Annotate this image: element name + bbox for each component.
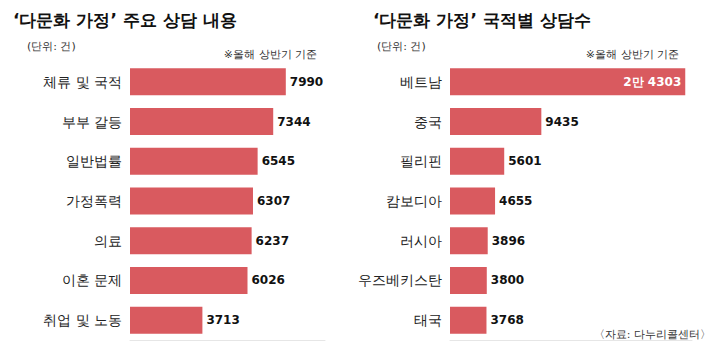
svg-text:태국: 태국 — [414, 312, 442, 328]
svg-text:3896: 3896 — [492, 234, 525, 248]
svg-text:의료: 의료 — [94, 233, 122, 249]
svg-text:2만 4303: 2만 4303 — [623, 75, 681, 89]
svg-text:베트남: 베트남 — [400, 74, 442, 90]
svg-text:우즈베키스탄: 우즈베키스탄 — [358, 272, 442, 288]
svg-text:이혼 문제: 이혼 문제 — [62, 272, 122, 288]
svg-text:6026: 6026 — [252, 273, 285, 287]
svg-text:6237: 6237 — [256, 234, 289, 248]
svg-text:3713: 3713 — [206, 313, 239, 327]
svg-text:일반법률: 일반법률 — [66, 153, 122, 169]
svg-text:7990: 7990 — [290, 75, 323, 89]
svg-text:부부 갈등: 부부 갈등 — [62, 114, 122, 130]
svg-text:체류 및 국적: 체류 및 국적 — [43, 74, 122, 90]
svg-text:6307: 6307 — [257, 194, 290, 208]
svg-text:가정폭력: 가정폭력 — [66, 193, 122, 209]
svg-text:5601: 5601 — [508, 154, 541, 168]
svg-text:‘다문화 가정’ 주요 상담 내용: ‘다문화 가정’ 주요 상담 내용 — [13, 10, 237, 30]
svg-text:3768: 3768 — [490, 313, 523, 327]
svg-text:러시아: 러시아 — [400, 233, 442, 249]
svg-text:7344: 7344 — [277, 115, 310, 129]
svg-text:‘다문화 가정’ 국적별 상담수: ‘다문화 가정’ 국적별 상담수 — [373, 10, 591, 30]
svg-text:※올해 상반기 기준: ※올해 상반기 기준 — [224, 48, 317, 61]
svg-text:필리핀: 필리핀 — [400, 153, 442, 169]
svg-text:〈자료: 다누리콜센터〉: 〈자료: 다누리콜센터〉 — [594, 328, 711, 341]
svg-text:4655: 4655 — [499, 194, 532, 208]
svg-text:(단위: 건): (단위: 건) — [377, 40, 426, 53]
svg-text:9435: 9435 — [545, 115, 578, 129]
svg-text:6545: 6545 — [262, 154, 295, 168]
svg-text:3800: 3800 — [491, 273, 524, 287]
svg-text:캄보디아: 캄보디아 — [386, 193, 442, 209]
svg-text:(단위: 건): (단위: 건) — [27, 40, 76, 53]
svg-text:※올해 상반기 기준: ※올해 상반기 기준 — [586, 48, 679, 61]
svg-text:취업 및 노동: 취업 및 노동 — [43, 312, 122, 328]
svg-text:중국: 중국 — [414, 114, 442, 130]
